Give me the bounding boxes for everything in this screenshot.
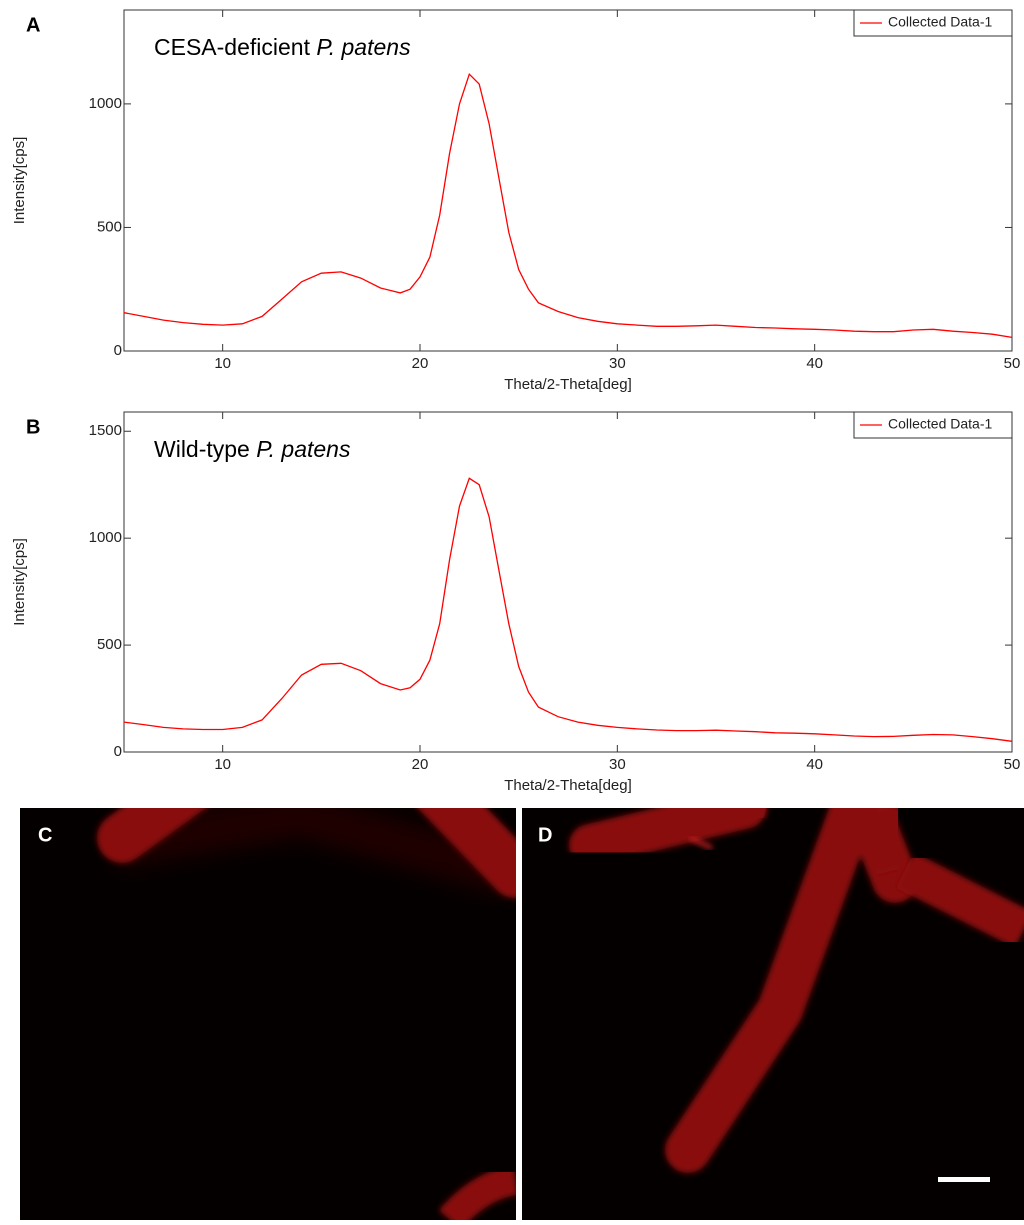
plot-frame <box>123 9 1013 352</box>
y-tick-label: 500 <box>97 218 122 235</box>
y-axis-label: Intensity[cps] <box>11 538 28 626</box>
x-axis-label: Theta/2-Theta[deg] <box>504 376 632 393</box>
x-tick-label: 30 <box>609 355 626 372</box>
x-tick-label: 20 <box>412 756 429 773</box>
chart-title: Wild-type P. patens <box>154 436 351 462</box>
y-tick-label: 1000 <box>89 529 122 546</box>
panel-label: B <box>26 416 40 438</box>
y-tick-label: 0 <box>114 743 122 760</box>
legend: Collected Data-1 <box>853 9 1013 37</box>
title-species: P. patens <box>256 436 351 462</box>
legend-label: Collected Data-1 <box>888 14 992 30</box>
panel-label: C <box>38 824 52 846</box>
x-tick-label: 50 <box>1004 756 1021 773</box>
title-text: Wild-type <box>154 436 250 462</box>
panel-label: A <box>26 14 40 36</box>
x-tick-label: 10 <box>214 355 231 372</box>
x-tick-label: 40 <box>806 756 823 773</box>
data-line <box>123 477 1013 742</box>
chart-title: CESA-deficient P. patens <box>154 34 411 60</box>
y-tick-label: 0 <box>114 342 122 359</box>
y-tick-label: 1000 <box>89 95 122 112</box>
legend: Collected Data-1 <box>853 411 1013 439</box>
data-line <box>123 72 1013 339</box>
x-axis-label: Theta/2-Theta[deg] <box>504 777 632 794</box>
micrograph-d: D <box>522 808 1024 1220</box>
x-tick-label: 30 <box>609 756 626 773</box>
x-tick-label: 20 <box>412 355 429 372</box>
x-tick-label: 10 <box>214 756 231 773</box>
legend-label: Collected Data-1 <box>888 416 992 432</box>
panel-label: D <box>538 824 552 846</box>
title-text: CESA-deficient <box>154 34 311 60</box>
y-tick-label: 500 <box>97 636 122 653</box>
micrograph-c: C <box>20 808 516 1220</box>
x-tick-label: 40 <box>806 355 823 372</box>
y-tick-label: 1500 <box>89 422 122 439</box>
x-tick-label: 50 <box>1004 355 1021 372</box>
title-species: P. patens <box>316 34 411 60</box>
plot-frame <box>123 411 1013 753</box>
y-axis-label: Intensity[cps] <box>11 137 28 225</box>
